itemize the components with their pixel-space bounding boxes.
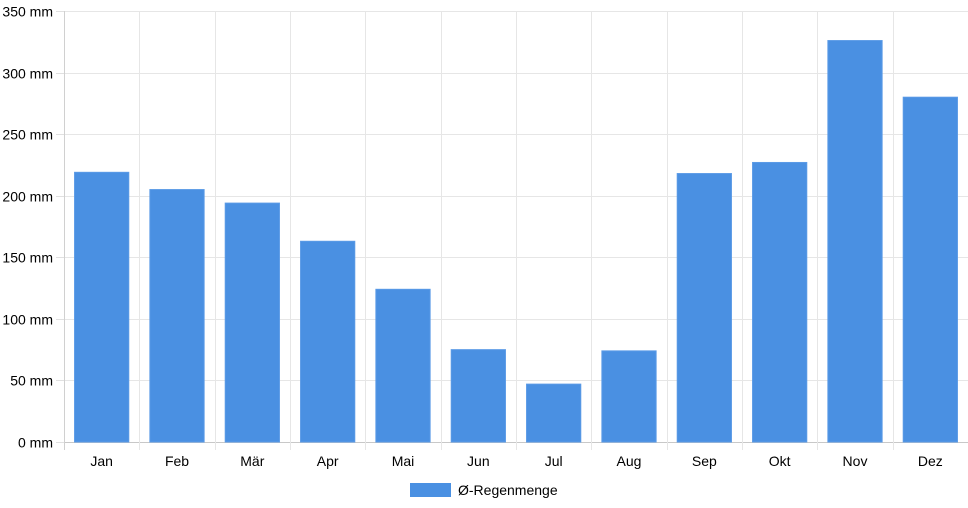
y-tick-label: 200 mm [2,189,53,205]
legend[interactable]: Ø-Regenmenge [410,482,558,498]
x-tick-label: Mai [392,453,415,469]
x-tick-label: Sep [692,453,717,469]
bar-mär[interactable] [224,202,280,443]
bars [74,40,958,443]
y-tick-label: 300 mm [2,66,53,82]
x-tick-label: Jun [467,453,490,469]
legend-swatch[interactable] [410,483,451,497]
x-tick-label: Aug [617,453,642,469]
y-tick-label: 250 mm [2,127,53,143]
y-tick-label: 350 mm [2,4,53,20]
x-tick-label: Okt [769,453,791,469]
x-tick-label: Nov [843,453,868,469]
x-tick-label: Feb [165,453,189,469]
bar-apr[interactable] [300,240,356,443]
bar-mai[interactable] [375,288,431,443]
y-axis: 0 mm 50 mm 100 mm 150 mm 200 mm 250 mm 300 mm 3… [2,4,64,451]
grid-lines [64,11,968,450]
legend-label[interactable]: Ø-Regenmenge [458,482,558,498]
bar-sep[interactable] [676,173,732,443]
x-axis: Jan Feb Mär Apr Mai Jun Jul Aug Sep Okt Nov Dez [90,453,942,469]
bar-dez[interactable] [902,96,958,443]
bar-aug[interactable] [601,350,657,443]
bar-jan[interactable] [74,171,130,443]
x-tick-label: Dez [918,453,943,469]
y-tick-label: 0 mm [18,435,53,451]
bar-feb[interactable] [149,189,205,443]
x-tick-label: Mär [240,453,264,469]
y-tick-label: 50 mm [10,373,53,389]
y-tick-label: 150 mm [2,250,53,266]
x-tick-label: Jan [90,453,113,469]
x-tick-label: Jul [545,453,563,469]
bar-nov[interactable] [827,40,883,443]
bar-jul[interactable] [526,383,582,443]
bar-okt[interactable] [752,161,808,443]
bar-jun[interactable] [450,349,506,443]
x-tick-label: Apr [317,453,339,469]
y-tick-label: 100 mm [2,312,53,328]
